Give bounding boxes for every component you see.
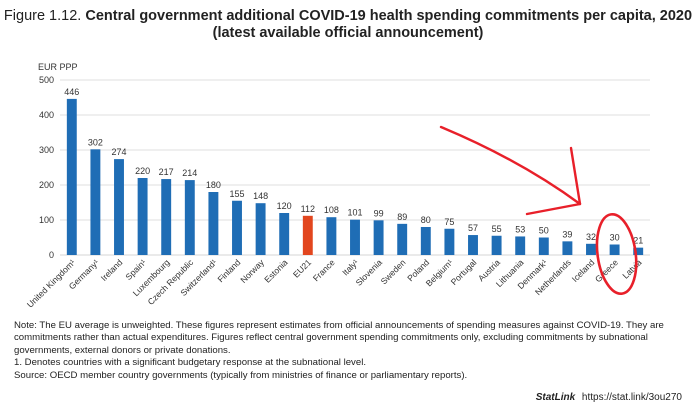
data-label: 214 <box>182 168 197 178</box>
note-text: Note: The EU average is unweighted. Thes… <box>14 320 664 356</box>
bar-11 <box>326 217 337 255</box>
data-label: 120 <box>277 201 292 211</box>
x-tick-label: Estonia <box>262 257 289 284</box>
data-label: 274 <box>111 147 126 157</box>
figure-label: Figure 1.12. <box>3 8 82 24</box>
bar-17 <box>468 235 478 255</box>
x-tick-label: Slovenia <box>354 257 385 288</box>
data-label: 99 <box>374 208 384 218</box>
data-label: 75 <box>444 217 454 227</box>
bar-13 <box>373 220 384 255</box>
annotation-circle <box>595 213 638 295</box>
title-line2: (latest available official announcement) <box>212 25 484 41</box>
x-tick-label: France <box>311 257 337 283</box>
data-label: 148 <box>253 191 268 201</box>
bar-23 <box>609 244 620 255</box>
bar-9 <box>279 213 290 255</box>
data-label: 80 <box>421 215 431 225</box>
bar-20 <box>538 237 549 255</box>
title-line1: Central government additional COVID-19 h… <box>85 8 693 24</box>
bar-16 <box>444 228 455 255</box>
bar-8 <box>255 203 266 255</box>
data-label: 30 <box>610 233 620 243</box>
bar-1 <box>90 149 101 255</box>
x-tick-label: Portugal <box>449 257 479 287</box>
statlink-label: StatLink <box>535 392 576 403</box>
x-tick-label: Iceland <box>570 257 597 284</box>
bar-24 <box>633 247 644 255</box>
bar-10 <box>302 215 313 255</box>
data-label: 57 <box>468 223 478 233</box>
x-tick-label: Italy¹ <box>340 257 360 277</box>
bar-5 <box>184 180 195 255</box>
data-label: 32 <box>586 232 596 242</box>
bar-6 <box>208 192 219 255</box>
chart-title: Figure 1.12. Central government addition… <box>0 8 696 42</box>
x-tick-label: Norway <box>238 257 266 285</box>
data-label: 89 <box>397 212 407 222</box>
x-tick-label: Sweden <box>379 257 408 286</box>
data-label: 217 <box>159 167 174 177</box>
bar-18 <box>491 235 502 255</box>
data-label: 155 <box>229 189 244 199</box>
bar-7 <box>232 200 242 255</box>
x-tick-label: Latvia <box>620 257 643 280</box>
notes-block: Note: The EU average is unweighted. Thes… <box>14 320 686 382</box>
bar-3 <box>137 178 148 255</box>
data-label: 180 <box>206 180 221 190</box>
y-tick-label: 200 <box>39 180 54 190</box>
source-text: Source: OECD member country governments … <box>14 369 468 381</box>
data-label: 39 <box>562 229 572 239</box>
footnote-text: 1. Denotes countries with a significant … <box>14 357 366 369</box>
data-label: 21 <box>633 236 643 246</box>
bar-2 <box>114 159 124 255</box>
x-tick-label: Finland <box>215 257 242 284</box>
data-label: 55 <box>492 224 502 234</box>
data-label: 101 <box>347 208 362 218</box>
data-label: 112 <box>301 204 315 214</box>
annotation-arrow <box>439 125 582 206</box>
y-axis-title: EUR PPP <box>38 62 78 72</box>
data-label: 446 <box>64 87 79 97</box>
bar-12 <box>350 219 360 255</box>
bar-0 <box>66 98 77 256</box>
data-label: 50 <box>539 226 549 236</box>
bar-22 <box>586 243 596 255</box>
x-tick-label: Greece <box>593 257 620 284</box>
statlink-url[interactable]: https://stat.link/3ou270 <box>581 392 682 403</box>
y-tick-label: 300 <box>39 145 54 155</box>
data-label: 108 <box>324 205 339 215</box>
y-tick-label: 0 <box>49 250 54 260</box>
bar-19 <box>515 236 526 255</box>
y-tick-label: 100 <box>39 215 54 225</box>
bar-14 <box>397 223 408 255</box>
data-label: 53 <box>515 224 525 234</box>
y-tick-label: 400 <box>39 110 54 120</box>
bar-15 <box>420 227 431 255</box>
bar-21 <box>562 241 573 255</box>
data-label: 302 <box>88 137 103 147</box>
x-tick-label: Ireland <box>99 257 125 283</box>
statlink[interactable]: StatLink https://stat.link/3ou270 <box>536 392 682 403</box>
y-tick-label: 500 <box>39 75 54 85</box>
data-label: 220 <box>135 166 150 176</box>
bar-4 <box>161 179 172 255</box>
annotation-arrowhead <box>525 146 582 216</box>
